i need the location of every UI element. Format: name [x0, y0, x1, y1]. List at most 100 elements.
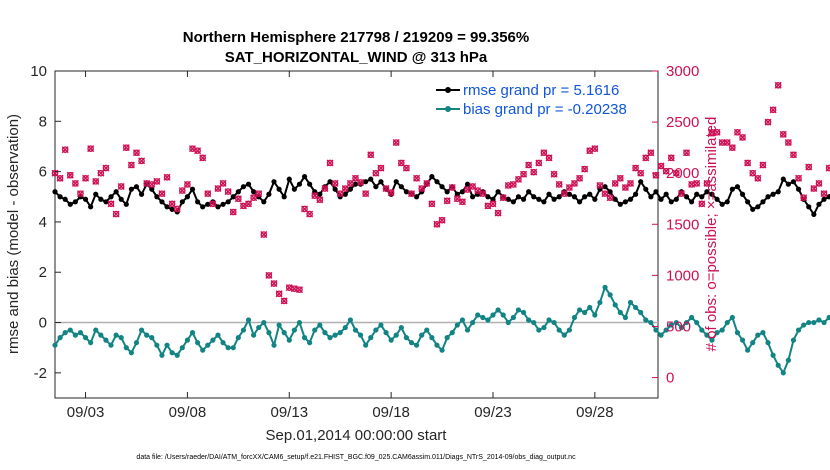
obs-assimilated-cross — [122, 144, 130, 152]
bias-point — [770, 352, 776, 358]
obs-possible-circle — [260, 231, 268, 238]
rmse-point — [785, 181, 791, 187]
bias-point — [480, 314, 486, 321]
rmse-point — [739, 191, 746, 197]
obs-possible-circle — [764, 118, 772, 126]
obs-assimilated-cross — [479, 190, 487, 198]
bias-point — [144, 332, 150, 338]
obs-count-marker — [163, 173, 171, 181]
obs-count-marker — [255, 190, 263, 198]
bias-point — [174, 352, 180, 358]
obs-assimilated-cross — [591, 145, 599, 153]
obs-count-marker — [601, 190, 609, 198]
obs-assimilated-cross — [209, 200, 217, 208]
obs-assimilated-cross — [550, 170, 558, 178]
rmse-point — [281, 194, 287, 200]
bias-point — [312, 327, 318, 333]
obs-count-marker — [107, 200, 115, 208]
obs-possible-circle — [632, 164, 639, 172]
obs-possible-circle — [133, 149, 140, 157]
obs-count-marker — [560, 190, 568, 198]
obs-possible-circle — [275, 290, 283, 298]
obs-possible-circle — [82, 174, 89, 182]
legend: rmse grand pr = 5.1616 bias grand pr = -… — [434, 79, 654, 121]
obs-possible-circle — [372, 169, 380, 177]
obs-possible-circle — [479, 190, 487, 197]
bias-point — [576, 307, 583, 313]
obs-assimilated-cross — [789, 151, 797, 159]
rmse-point — [154, 194, 160, 200]
legend-rmse-label: rmse grand pr = 5.1616 — [463, 82, 619, 99]
obs-possible-circle — [566, 184, 573, 191]
obs-count-marker — [245, 200, 253, 208]
bias-point — [128, 350, 134, 356]
bias-point — [429, 335, 435, 341]
bias-point — [566, 327, 572, 333]
bias-point — [561, 332, 567, 338]
obs-count-marker — [535, 159, 543, 167]
obs-possible-circle — [123, 144, 130, 151]
obs-possible-circle — [530, 168, 538, 176]
bias-point — [98, 332, 104, 338]
bias-point — [118, 335, 124, 341]
obs-possible-circle — [255, 190, 263, 197]
obs-possible-circle — [87, 145, 94, 152]
x-tick-label: 09/03 — [67, 404, 105, 421]
obs-possible-circle — [316, 196, 324, 204]
bias-point — [77, 330, 84, 336]
obs-possible-circle — [56, 174, 64, 182]
bias-point — [200, 347, 206, 353]
obs-assimilated-cross — [560, 190, 568, 198]
obs-possible-circle — [734, 129, 741, 136]
x-tick-label: 09/13 — [271, 404, 309, 421]
bias-point — [556, 327, 562, 333]
obs-count-marker — [769, 106, 777, 114]
obs-assimilated-cross — [509, 180, 517, 188]
bias-point — [189, 330, 196, 336]
obs-possible-circle — [622, 184, 629, 191]
obs-assimilated-cross — [570, 179, 578, 187]
obs-count-marker — [499, 194, 507, 202]
obs-count-marker — [479, 190, 487, 198]
obs-assimilated-cross — [336, 190, 344, 198]
obs-possible-circle — [729, 144, 736, 151]
obs-possible-circle — [754, 174, 762, 182]
rmse-point — [719, 201, 725, 207]
obs-assimilated-cross — [423, 179, 431, 187]
bias-point — [205, 342, 211, 348]
rmse-point — [138, 191, 145, 197]
obs-count-marker — [759, 161, 767, 169]
obs-count-marker — [693, 179, 701, 187]
obs-count-marker — [540, 149, 548, 157]
obs-count-marker — [346, 179, 354, 187]
obs-assimilated-cross — [199, 154, 207, 162]
obs-count-marker — [611, 179, 619, 187]
obs-assimilated-cross — [576, 174, 584, 182]
obs-assimilated-cross — [627, 179, 634, 187]
rmse-point — [571, 194, 578, 200]
obs-assimilated-cross — [367, 151, 375, 159]
obs-count-marker — [672, 169, 680, 177]
bias-point — [62, 330, 68, 336]
obs-possible-circle — [494, 209, 502, 217]
obs-possible-circle — [326, 159, 334, 167]
obs-possible-circle — [382, 185, 390, 192]
bias-point — [195, 340, 201, 346]
obs-count-marker — [219, 179, 227, 187]
bias-point — [587, 304, 593, 311]
rmse-point — [347, 186, 353, 192]
bias-point — [617, 309, 623, 316]
rmse-point — [821, 196, 827, 202]
bias-point — [739, 337, 746, 343]
rmse-point — [403, 189, 410, 195]
bias-point — [663, 327, 669, 333]
bias-point — [164, 342, 170, 348]
bias-point — [103, 337, 109, 343]
bias-point — [795, 327, 802, 333]
bias-point — [154, 342, 160, 348]
rmse-point — [82, 196, 89, 202]
obs-count-marker — [565, 183, 573, 191]
rmse-point — [189, 186, 196, 192]
bias-point — [332, 332, 338, 338]
obs-count-marker — [438, 216, 446, 224]
